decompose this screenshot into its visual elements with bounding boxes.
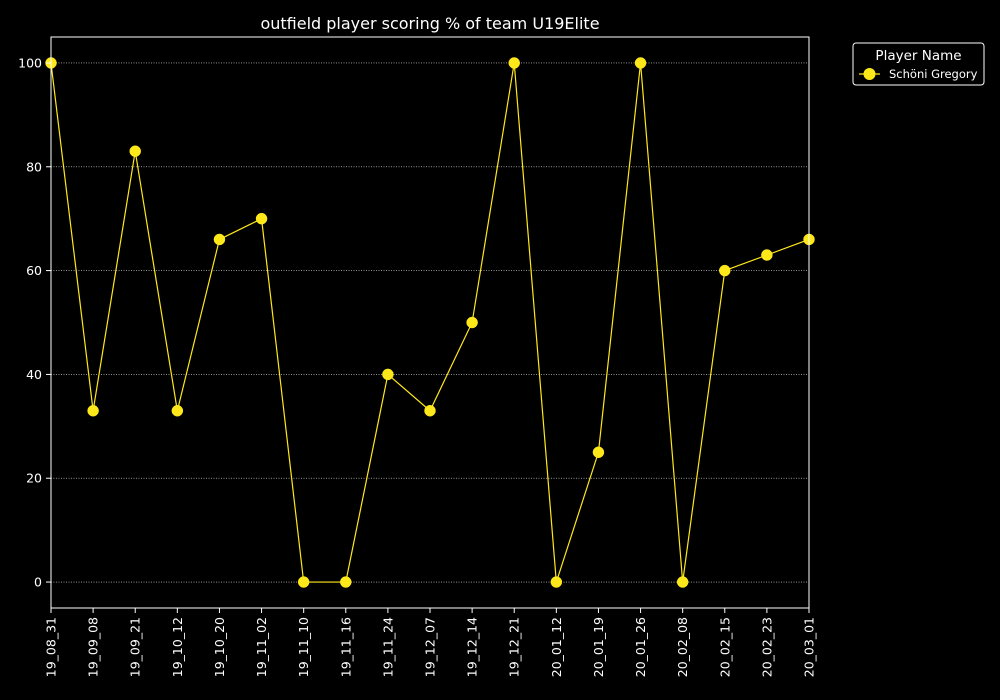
y-tick-label: 80 [26, 159, 42, 174]
data-point [466, 316, 478, 329]
y-tick-label: 100 [18, 55, 42, 70]
legend-marker-swatch [863, 68, 876, 80]
y-tick-label: 40 [26, 367, 42, 382]
data-point [424, 404, 436, 417]
legend-title: Player Name [875, 48, 961, 64]
chart-title: outfield player scoring % of team U19Eli… [260, 14, 599, 33]
x-tick-label: 20_01_12 [549, 617, 564, 677]
y-tick-label: 60 [26, 263, 42, 278]
data-point [508, 57, 520, 69]
x-tick-label: 19_08_31 [44, 617, 59, 677]
data-point [634, 57, 647, 69]
x-tick-label: 20_02_23 [759, 617, 774, 677]
x-tick-label: 20_03_01 [802, 617, 817, 677]
data-point [297, 576, 310, 588]
x-tick-label: 19_12_14 [465, 617, 480, 677]
data-point [592, 446, 605, 459]
x-tick-label: 20_01_19 [591, 617, 606, 677]
y-axis: 0 20 40 60 80 100 [18, 55, 51, 590]
data-point [129, 145, 141, 157]
x-tick-label: 19_11_02 [254, 617, 269, 677]
data-point [171, 404, 184, 417]
series-markers [45, 57, 815, 588]
legend-entry-label: Schöni Gregory [889, 67, 978, 81]
data-point [87, 404, 99, 417]
x-tick-label: 20_02_08 [675, 617, 690, 677]
x-tick-label: 19_09_08 [86, 617, 101, 677]
data-point [761, 249, 773, 261]
data-point [340, 576, 352, 588]
data-point [255, 212, 268, 225]
data-point [550, 576, 563, 588]
y-tick-label: 20 [26, 471, 42, 486]
x-tick-label: 20_01_26 [633, 617, 648, 677]
data-point [213, 233, 226, 246]
x-tick-label: 19_10_20 [212, 617, 227, 677]
x-axis: 19_08_31 19_09_08 19_09_21 19_10_12 19_10_20… [44, 608, 817, 677]
legend: Player Name Schöni Gregory [852, 42, 985, 86]
data-point [382, 368, 394, 381]
data-point [719, 264, 731, 277]
x-tick-label: 19_12_07 [423, 617, 438, 677]
x-tick-label: 19_11_24 [380, 617, 395, 677]
legend-box [852, 42, 985, 86]
x-tick-label: 19_11_16 [338, 617, 353, 677]
x-tick-label: 20_02_15 [717, 617, 732, 677]
y-tick-label: 0 [34, 575, 42, 590]
x-tick-label: 19_10_12 [170, 617, 185, 677]
x-tick-label: 19_09_21 [128, 617, 143, 677]
x-tick-label: 19_11_10 [296, 617, 311, 677]
x-tick-label: 19_12_21 [507, 617, 522, 677]
data-point [676, 576, 689, 588]
